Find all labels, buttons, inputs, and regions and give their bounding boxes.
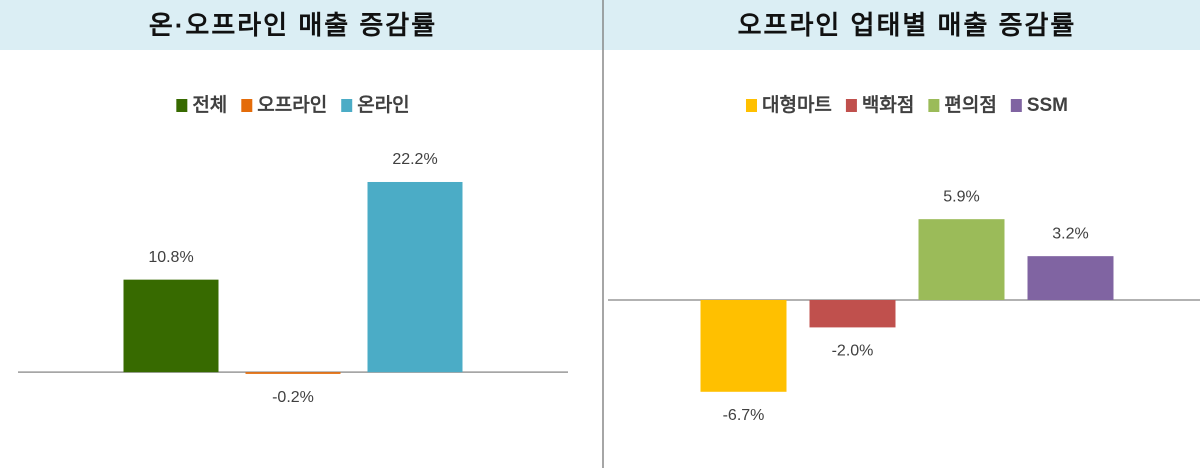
data-label: 10.8% (148, 249, 193, 266)
legend-swatch (341, 99, 353, 112)
legend-label: 오프라인 (257, 94, 327, 116)
bar (809, 300, 896, 328)
chart-title: 온·오프라인 매출 증감률 (149, 10, 437, 40)
legend-swatch (176, 99, 188, 112)
bar (700, 300, 787, 392)
bar (245, 372, 341, 374)
legend-swatch (845, 99, 857, 112)
legend-swatch (241, 99, 253, 112)
bar (367, 181, 463, 373)
header-band (0, 0, 1200, 50)
legend-label: 편의점 (944, 94, 996, 116)
bar (1027, 256, 1114, 300)
legend-label: 백화점 (862, 94, 914, 116)
legend-label: 전체 (192, 94, 227, 116)
legend-label: SSM (1027, 95, 1068, 116)
data-label: -6.7% (723, 407, 765, 424)
legend-swatch (745, 99, 757, 112)
data-label: -2.0% (832, 343, 874, 360)
bar (123, 279, 219, 373)
legend-swatch (1010, 99, 1022, 112)
legend-label: 대형마트 (762, 94, 832, 116)
data-label: 5.9% (943, 188, 979, 205)
chart-title: 오프라인 업태별 매출 증감률 (738, 10, 1077, 40)
legend-swatch (928, 99, 940, 112)
data-label: -0.2% (272, 389, 314, 406)
data-label: 22.2% (392, 151, 437, 168)
bar (918, 219, 1005, 300)
data-label: 3.2% (1052, 225, 1088, 242)
legend-label: 온라인 (357, 94, 409, 116)
